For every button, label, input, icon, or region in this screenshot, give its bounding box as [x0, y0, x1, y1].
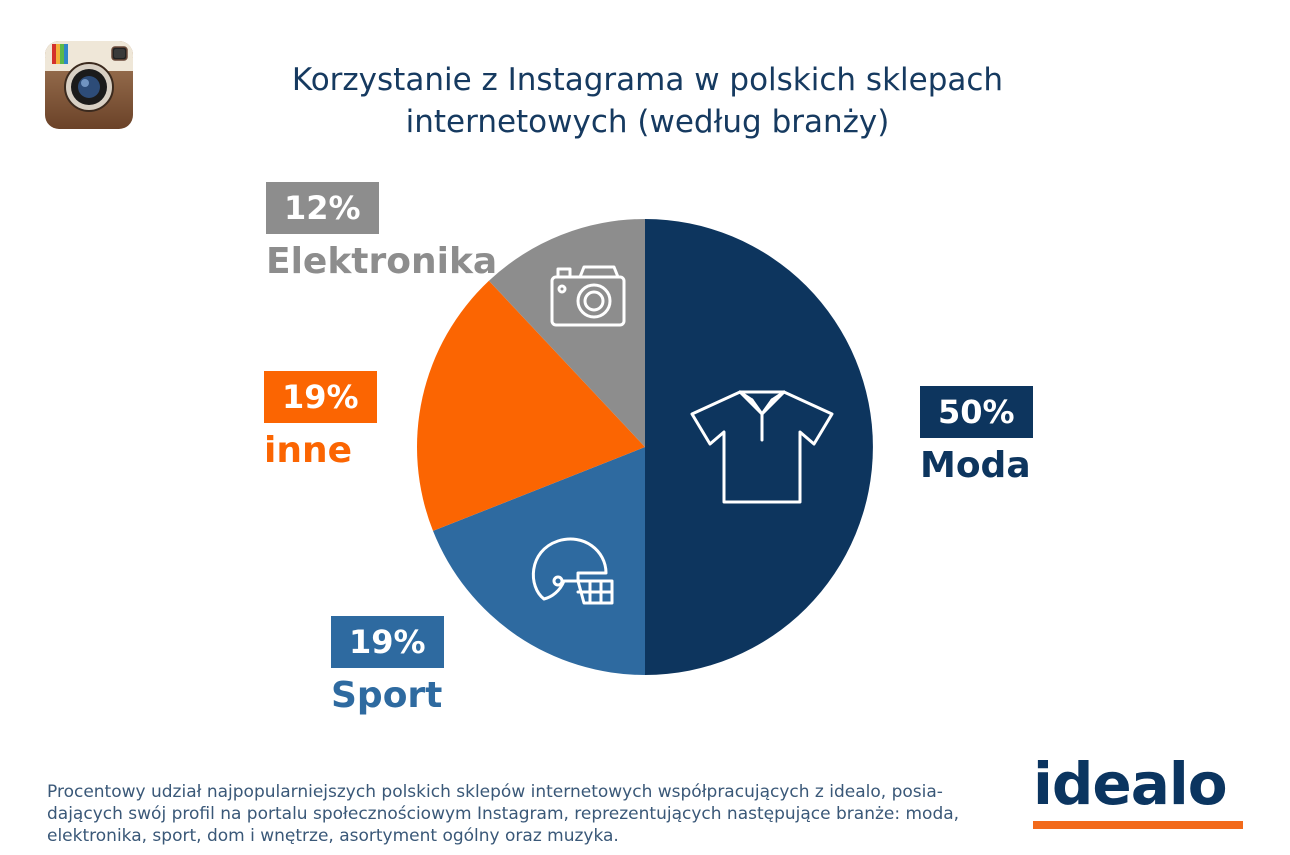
camera-icon [550, 265, 626, 327]
pie-slice-inne [417, 280, 645, 531]
value-label-moda: 50% [920, 386, 1033, 438]
category-label-sport: Sport [331, 675, 443, 716]
instagram-icon [45, 41, 133, 129]
footnote: Procentowy udział najpopularniejszych po… [47, 782, 960, 846]
idealo-underline [1033, 821, 1243, 829]
category-label-moda: Moda [920, 445, 1031, 486]
category-label-inne: inne [264, 430, 353, 471]
title-line-2: internetowych (według branży) [405, 103, 890, 140]
chart-title: Korzystanie z Instagrama w polskich skle… [150, 59, 1145, 143]
value-label-inne: 19% [264, 371, 377, 423]
idealo-wordmark: idealo [1033, 750, 1228, 818]
pie-slice-sport [433, 447, 645, 675]
helmet-icon [531, 537, 614, 605]
shirt-icon [690, 390, 834, 504]
label-inne: 19% inne [264, 371, 377, 475]
category-label-elektronika: Elektronika [266, 241, 498, 282]
idealo-logo: idealo [1033, 750, 1243, 829]
label-elektronika: 12% Elektronika [266, 182, 497, 286]
label-sport: 19% Sport [331, 616, 444, 720]
label-moda: 50% Moda [920, 386, 1033, 490]
title-line-1: Korzystanie z Instagrama w polskich skle… [291, 61, 1004, 98]
pie-slice-moda [645, 219, 873, 675]
value-label-sport: 19% [331, 616, 444, 668]
value-label-elektronika: 12% [266, 182, 379, 234]
